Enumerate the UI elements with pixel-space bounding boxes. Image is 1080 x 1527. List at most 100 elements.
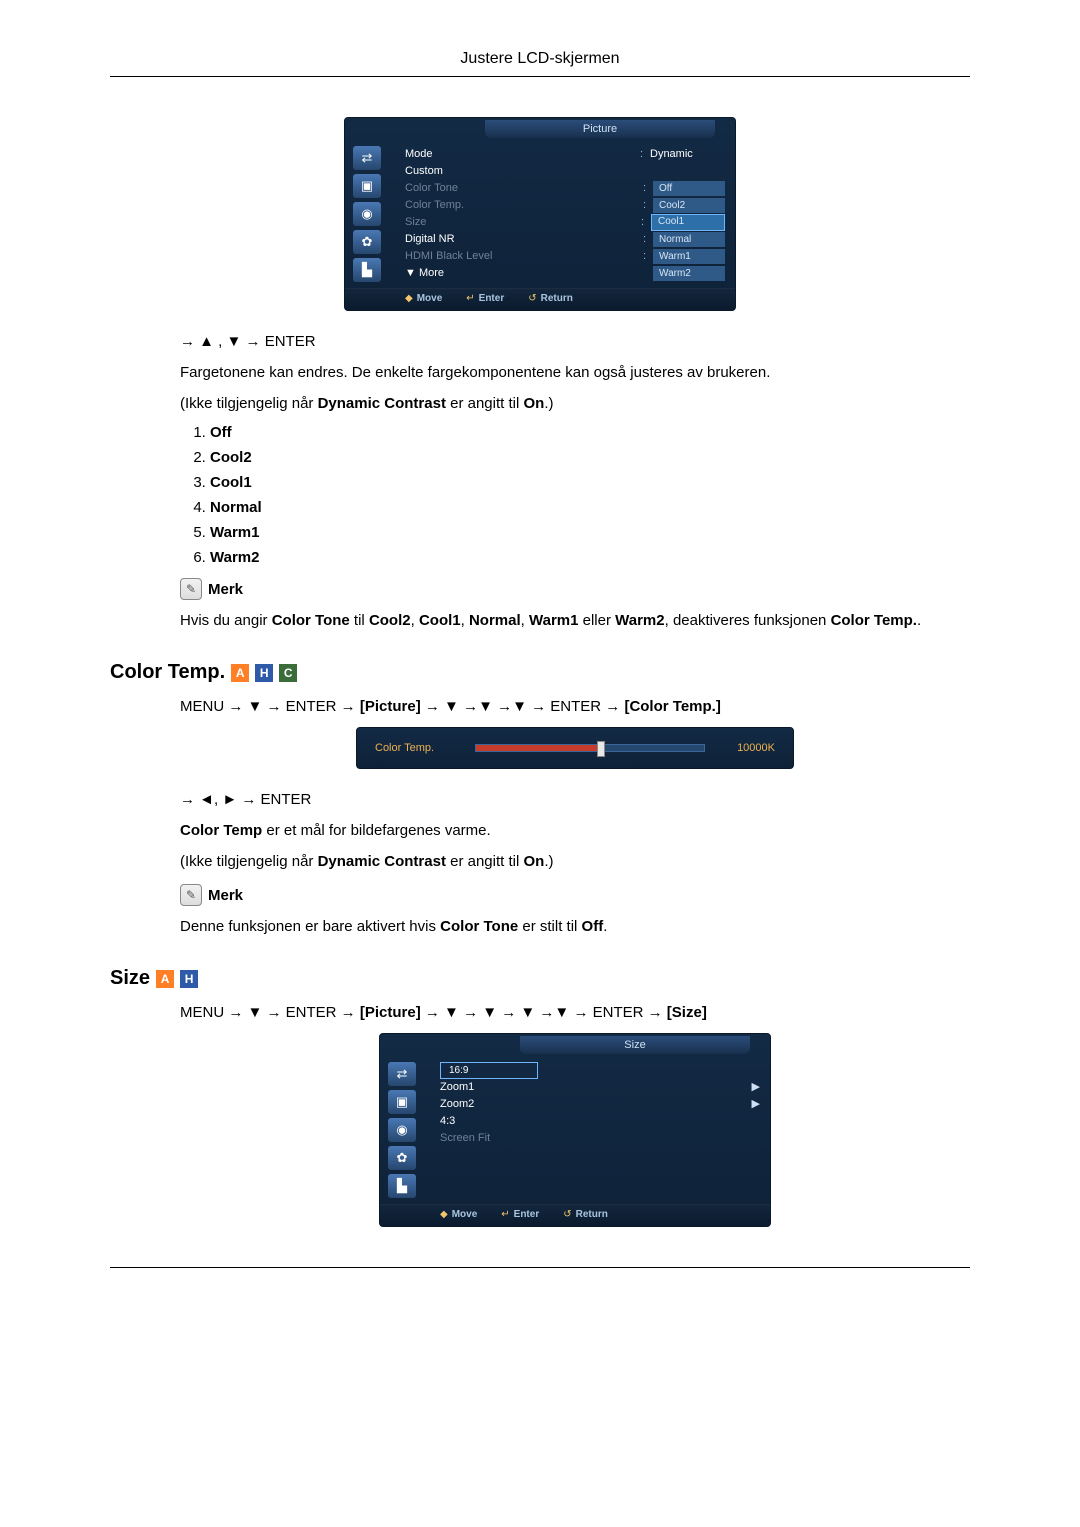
section-heading-size: Size A H: [110, 967, 970, 990]
osd-side-icons: ⇄ ▣ ◉ ✿ ▙: [345, 140, 401, 288]
note-icon: ✎: [180, 884, 202, 906]
side-icon-multi: ▙: [353, 258, 381, 282]
footer-return: ↺Return: [528, 293, 573, 304]
chevron-right-icon: ▶: [752, 1079, 760, 1096]
osd-picture-wrap: Picture ⇄ ▣ ◉ ✿ ▙ Mode : Dynamic Cu: [110, 117, 970, 311]
page: Justere LCD-skjermen Picture ⇄ ▣ ◉ ✿ ▙ M…: [0, 0, 1080, 1328]
slider-label: Color Temp.: [375, 742, 465, 754]
osd-row-zoom2[interactable]: Zoom2 ▶: [440, 1096, 760, 1113]
side-icon-input: ⇄: [353, 146, 381, 170]
note-merk-2: ✎ Merk: [180, 884, 970, 906]
osd-row-size[interactable]: Size : Cool1: [405, 214, 725, 231]
slider-track: [475, 744, 705, 752]
osd-option: Warm1: [653, 249, 725, 264]
osd-picture: Picture ⇄ ▣ ◉ ✿ ▙ Mode : Dynamic Cu: [344, 117, 736, 311]
side-icon-picture: ▣: [388, 1090, 416, 1114]
side-icon-picture: ▣: [353, 174, 381, 198]
osd-label: Custom: [405, 163, 650, 180]
side-icon-sound: ◉: [388, 1118, 416, 1142]
osd-label: 4:3: [440, 1113, 760, 1130]
osd-label: Zoom2: [440, 1096, 752, 1113]
body-text-1: → ▲ , ▼ → ENTER Fargetonene kan endres. …: [180, 331, 970, 631]
osd-body: ⇄ ▣ ◉ ✿ ▙ Mode : Dynamic Custom: [345, 118, 735, 288]
section-title: Size: [110, 967, 150, 990]
osd-title: Picture: [485, 120, 715, 138]
osd-side-icons: ⇄ ▣ ◉ ✿ ▙: [380, 1056, 436, 1204]
page-header: Justere LCD-skjermen: [110, 50, 970, 68]
footer-enter: ↵Enter: [501, 1209, 539, 1220]
list-item: Cool1: [210, 474, 970, 491]
osd-row-hdmi[interactable]: HDMI Black Level : Warm1: [405, 248, 725, 265]
footer-enter: ↵Enter: [466, 293, 504, 304]
list-item: Off: [210, 424, 970, 441]
osd-label: Digital NR: [405, 231, 643, 248]
section-heading-colortemp: Color Temp. A H C: [110, 661, 970, 684]
side-icon-sound: ◉: [353, 202, 381, 226]
osd-row-colortone[interactable]: Color Tone : Off: [405, 180, 725, 197]
osd-label: HDMI Black Level: [405, 248, 643, 265]
osd-row-mode[interactable]: Mode : Dynamic: [405, 146, 725, 163]
osd-label: ▼ More: [405, 265, 653, 282]
osd-row-custom[interactable]: Custom: [405, 163, 725, 180]
menu-path: MENU → ▼ → ENTER → [Picture] → ▼ → ▼ → ▼…: [180, 1002, 970, 1023]
list-item: Warm1: [210, 524, 970, 541]
osd-slider-wrap: Color Temp. 10000K: [180, 727, 970, 769]
badge-a-icon: A: [156, 970, 174, 988]
osd-label: Screen Fit: [440, 1130, 760, 1147]
menu-path: MENU → ▼ → ENTER → [Picture] → ▼ →▼ →▼ →…: [180, 696, 970, 717]
osd-row-colortemp[interactable]: Color Temp. : Cool2: [405, 197, 725, 214]
osd-row-43[interactable]: 4:3: [440, 1113, 760, 1130]
osd-main: 16:9 Zoom1 ▶ Zoom2 ▶ 4:3: [436, 1056, 770, 1204]
slider-thumb[interactable]: [597, 741, 605, 757]
osd-row-screenfit[interactable]: Screen Fit: [440, 1130, 760, 1147]
osd-footer: ◆Move ↵Enter ↺Return: [380, 1204, 770, 1226]
nav-sequence-2: → ◄, ► → ENTER: [180, 789, 970, 810]
osd-body: ⇄ ▣ ◉ ✿ ▙ 16:9 Zoom1 ▶: [380, 1034, 770, 1204]
osd-label: Color Tone: [405, 180, 643, 197]
footer-move: ◆Move: [440, 1209, 477, 1220]
paragraph: (Ikke tilgjengelig når Dynamic Contrast …: [180, 851, 970, 872]
osd-option: Normal: [653, 232, 725, 247]
chevron-right-icon: ▶: [752, 1096, 760, 1113]
osd-title: Size: [520, 1036, 750, 1054]
side-icon-multi: ▙: [388, 1174, 416, 1198]
osd-item-selected: 16:9: [440, 1062, 538, 1079]
osd-value: Dynamic: [650, 146, 725, 163]
option-list: Off Cool2 Cool1 Normal Warm1 Warm2: [210, 424, 970, 566]
osd-size: Size ⇄ ▣ ◉ ✿ ▙ 16:9 Zoom1: [379, 1033, 771, 1227]
paragraph: Denne funksjonen er bare aktivert hvis C…: [180, 916, 970, 937]
list-item: Cool2: [210, 449, 970, 466]
paragraph: Fargetonene kan endres. De enkelte farge…: [180, 362, 970, 383]
osd-row-digitalnr[interactable]: Digital NR : Normal: [405, 231, 725, 248]
osd-option: Off: [653, 181, 725, 196]
side-icon-setup: ✿: [353, 230, 381, 254]
top-rule: [110, 76, 970, 77]
osd-label: Size: [405, 214, 641, 231]
osd-label: Color Temp.: [405, 197, 643, 214]
badge-h-icon: H: [180, 970, 198, 988]
bottom-rule: [110, 1267, 970, 1268]
osd-row-zoom1[interactable]: Zoom1 ▶: [440, 1079, 760, 1096]
note-merk: ✎ Merk: [180, 578, 970, 600]
osd-row-169[interactable]: 16:9: [440, 1062, 760, 1079]
footer-move: ◆Move: [405, 293, 442, 304]
osd-option: Warm2: [653, 266, 725, 281]
osd-row-more[interactable]: ▼ More Warm2: [405, 265, 725, 282]
list-item: Warm2: [210, 549, 970, 566]
nav-sequence-1: → ▲ , ▼ → ENTER: [180, 331, 970, 352]
osd-option: Cool2: [653, 198, 725, 213]
paragraph: Color Temp er et mål for bildefargenes v…: [180, 820, 970, 841]
section-title: Color Temp.: [110, 661, 225, 684]
badge-a-icon: A: [231, 664, 249, 682]
slider-fill: [476, 745, 601, 751]
osd-option-selected: Cool1: [651, 214, 725, 231]
side-icon-setup: ✿: [388, 1146, 416, 1170]
osd-size-wrap: Size ⇄ ▣ ◉ ✿ ▙ 16:9 Zoom1: [180, 1033, 970, 1227]
osd-colortemp-slider[interactable]: Color Temp. 10000K: [356, 727, 794, 769]
footer-return: ↺Return: [563, 1209, 608, 1220]
note-label: Merk: [208, 581, 243, 598]
paragraph: (Ikke tilgjengelig når Dynamic Contrast …: [180, 393, 970, 414]
osd-main: Mode : Dynamic Custom Color Tone : Off: [401, 140, 735, 288]
side-icon-input: ⇄: [388, 1062, 416, 1086]
slider-value: 10000K: [715, 742, 775, 754]
